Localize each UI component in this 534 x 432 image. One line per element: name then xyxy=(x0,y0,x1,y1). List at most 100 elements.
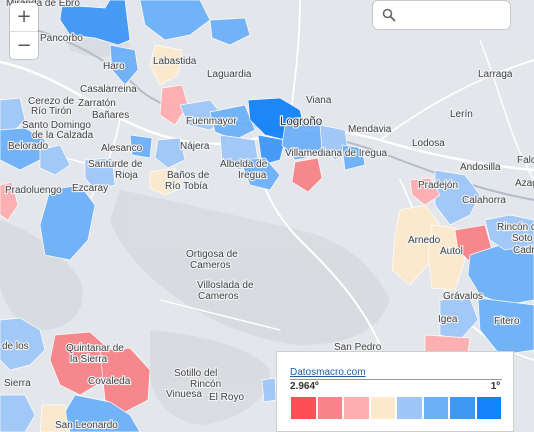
region xyxy=(424,334,471,353)
place-label: Fitero xyxy=(494,316,520,327)
region xyxy=(239,157,281,191)
place-label: Villamediana de Iregua xyxy=(285,148,388,159)
region xyxy=(261,377,277,403)
place-label: San Leonardo xyxy=(55,420,118,431)
place-label: Igea xyxy=(438,314,458,325)
place-label: Río Tobía xyxy=(165,181,208,192)
place-label: Río Tirón xyxy=(31,106,72,117)
search-icon xyxy=(382,8,396,22)
place-label: Pancorbo xyxy=(40,33,83,44)
region xyxy=(39,404,69,432)
place-label: Arnedo xyxy=(408,235,441,246)
region xyxy=(209,17,251,46)
legend-swatch xyxy=(396,396,423,420)
terrain-shading xyxy=(0,10,390,425)
region xyxy=(109,44,139,86)
region xyxy=(0,97,26,136)
legend-panel: Datosmacro.com 2.964º 1º xyxy=(276,351,514,432)
place-label: Pradejón xyxy=(418,180,458,191)
place-label: Covaleda xyxy=(88,376,131,387)
place-label: Grávalos xyxy=(443,291,483,302)
legend-swatch xyxy=(422,396,449,420)
legend-swatch xyxy=(449,396,476,420)
region xyxy=(341,144,366,171)
place-label: Ezcaray xyxy=(72,183,108,194)
zoom-control: + − xyxy=(10,3,38,59)
legend-min-label: 2.964º xyxy=(290,381,319,392)
place-label: Bañares xyxy=(92,110,129,121)
region xyxy=(477,297,534,356)
place-label: Belorado xyxy=(8,141,48,152)
search-box xyxy=(373,1,510,29)
place-label: Logroño xyxy=(280,116,322,128)
place-label: Fuenmayor xyxy=(186,116,237,127)
place-label: Rioja xyxy=(115,170,138,181)
region xyxy=(391,204,441,286)
legend-max-label: 1º xyxy=(490,381,500,392)
place-label: Pradoluengo xyxy=(5,185,62,196)
region xyxy=(159,84,189,126)
legend-swatch xyxy=(316,396,343,420)
region xyxy=(49,331,111,396)
place-label: Soto xyxy=(512,233,533,244)
place-label: Azagra xyxy=(515,178,534,189)
place-label: Iregua xyxy=(238,170,267,181)
region xyxy=(257,134,286,166)
legend-divider xyxy=(290,379,502,380)
place-label: Autol xyxy=(440,246,463,257)
place-label: Andosilla xyxy=(460,162,501,173)
region xyxy=(319,124,349,161)
region xyxy=(291,157,323,193)
place-label: Santo Domingo xyxy=(22,120,91,131)
place-label: de los xyxy=(2,341,29,352)
legend-swatch xyxy=(343,396,370,420)
region xyxy=(39,144,71,176)
place-label: Rincón xyxy=(190,379,221,390)
place-label: Baños de xyxy=(167,170,210,181)
region xyxy=(39,184,96,261)
place-label: Albelda de xyxy=(220,159,268,170)
place-label: Haro xyxy=(103,61,125,72)
region xyxy=(99,347,151,413)
region xyxy=(59,0,131,46)
region xyxy=(0,317,46,371)
place-label: Casalarreina xyxy=(80,84,137,95)
place-label: la Sierra xyxy=(70,354,108,365)
place-label: Cameros xyxy=(198,291,239,302)
place-label: Cameros xyxy=(190,260,231,271)
place-label: Sotillo del xyxy=(174,368,217,379)
place-label: Labastida xyxy=(153,56,197,67)
place-label: Villoslada de xyxy=(197,280,254,291)
place-label: Sierra xyxy=(4,378,31,389)
datosmacro-link[interactable]: Datosmacro.com xyxy=(290,367,366,378)
place-label: Larraga xyxy=(478,69,513,80)
region xyxy=(427,224,466,291)
place-label: Rincón de xyxy=(497,222,534,233)
place-label: Vinuesa xyxy=(166,389,202,400)
place-label: Quintanar de xyxy=(66,343,124,354)
region xyxy=(434,169,481,226)
region xyxy=(154,137,186,169)
search-input[interactable] xyxy=(401,6,505,24)
region xyxy=(0,394,36,432)
place-label: Miranda de Ebro xyxy=(6,0,80,9)
region xyxy=(129,134,153,159)
place-label: de la Calzada xyxy=(32,130,94,141)
region xyxy=(0,181,19,221)
place-label: Nájera xyxy=(180,141,210,152)
place-label: Santurde de xyxy=(88,159,143,170)
place-label: Alesanco xyxy=(101,143,143,154)
zoom-out-button[interactable]: − xyxy=(10,31,38,60)
region xyxy=(149,167,183,196)
legend-color-scale xyxy=(290,396,502,420)
place-label: El Royo xyxy=(209,392,244,403)
zoom-in-button[interactable]: + xyxy=(16,6,32,27)
place-label: Lodosa xyxy=(412,138,445,149)
place-label: Zarratón xyxy=(78,98,116,109)
region xyxy=(149,44,183,86)
place-label: Ortigosa de xyxy=(186,249,238,260)
place-label: Mendavia xyxy=(348,124,392,135)
legend-swatch xyxy=(475,396,502,420)
